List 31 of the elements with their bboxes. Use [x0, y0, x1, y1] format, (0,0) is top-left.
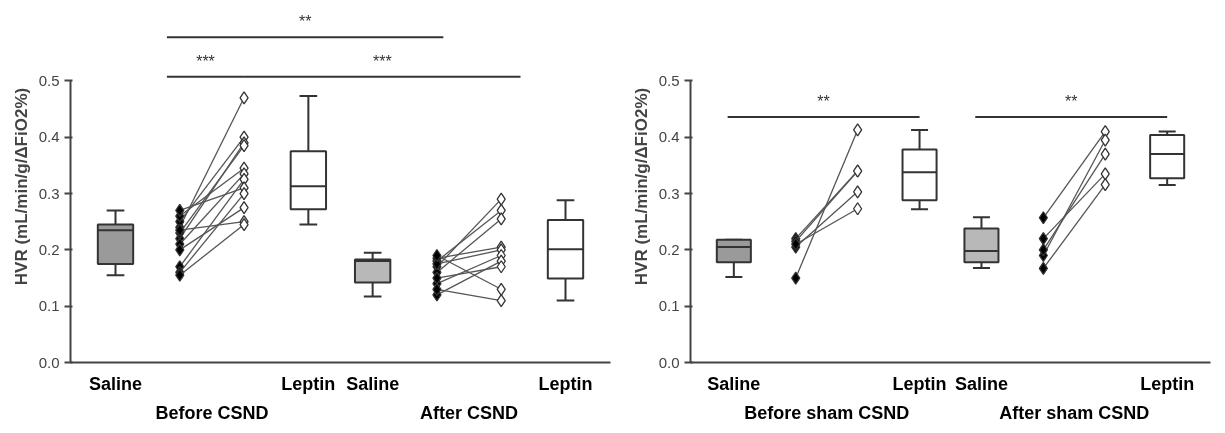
annotation: **: [817, 92, 830, 110]
y-axis-title: HVR (mL/min/g/ΔFiO2%): [631, 87, 651, 286]
text: **: [298, 13, 312, 31]
y-tick-label: 0.2: [38, 240, 60, 258]
text: After sham CSND: [999, 402, 1150, 423]
x-tick-label: Saline: [88, 373, 143, 394]
y-tick-label: 0.3: [658, 184, 680, 202]
text: Before CSND: [155, 402, 269, 423]
y-tick-label: 0.0: [38, 353, 60, 371]
x-tick-label: Saline: [707, 373, 761, 394]
y-tick-label: 0.2: [658, 240, 680, 258]
text: After CSND: [420, 402, 519, 423]
x-tick-label: Leptin: [281, 373, 336, 394]
y-axis-title: HVR (mL/min/g/ΔFiO2%): [11, 87, 31, 286]
annotation: **: [1064, 92, 1078, 110]
y-tick-label: 0.1: [658, 297, 680, 315]
y-tick-label: 0.0: [658, 353, 680, 371]
y-tick-label: 0.1: [38, 297, 60, 315]
text: ***: [196, 52, 215, 70]
y-tick-label: 0.4: [38, 128, 60, 146]
x-tick-label: Leptin: [1140, 373, 1195, 394]
x-tick-label: Leptin: [892, 373, 947, 394]
y-tick-label: 0.3: [38, 184, 60, 202]
text: Before sham CSND: [744, 402, 910, 423]
x-tick-label: Leptin: [538, 373, 593, 394]
y-tick-label: 0.5: [658, 71, 680, 89]
y-tick-label: 0.5: [38, 71, 60, 89]
text: ***: [372, 52, 392, 70]
x-tick-label: Saline: [346, 373, 400, 394]
y-tick-label: 0.4: [658, 128, 680, 146]
x-tick-label: Saline: [954, 373, 1008, 394]
